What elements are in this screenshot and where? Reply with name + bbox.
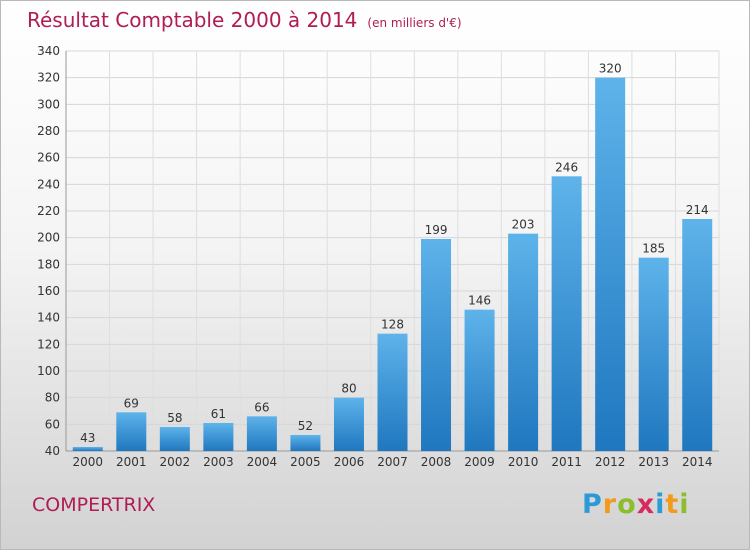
bar	[333, 397, 364, 451]
data-label: 128	[381, 318, 404, 332]
x-tick-label: 2005	[290, 455, 321, 469]
x-tick-label: 2014	[682, 455, 713, 469]
y-tick-label: 240	[37, 177, 60, 191]
data-label: 80	[341, 382, 356, 396]
y-tick-label: 280	[37, 124, 60, 138]
logo-letter: i	[655, 489, 666, 520]
bar	[682, 219, 713, 451]
x-tick-label: 2003	[203, 455, 234, 469]
data-label: 214	[686, 203, 709, 217]
bar	[290, 435, 321, 451]
x-tick-label: 2011	[551, 455, 582, 469]
x-tick-label: 2002	[160, 455, 191, 469]
data-label: 199	[425, 223, 448, 237]
bar	[246, 416, 277, 451]
data-label: 43	[80, 431, 95, 445]
bar	[464, 309, 495, 451]
y-tick-label: 200	[37, 231, 60, 245]
data-label: 52	[298, 419, 313, 433]
x-tick-label: 2004	[247, 455, 278, 469]
data-label: 246	[555, 160, 578, 174]
data-label: 66	[254, 400, 269, 414]
bar	[377, 333, 408, 451]
y-tick-label: 100	[37, 364, 60, 378]
y-tick-label: 160	[37, 284, 60, 298]
bar	[159, 427, 190, 451]
y-tick-label: 120	[37, 337, 60, 351]
data-label: 146	[468, 294, 491, 308]
bar	[203, 423, 234, 451]
logo-letter: i	[679, 489, 690, 520]
data-label: 320	[599, 62, 622, 76]
logo-letter: r	[602, 489, 618, 520]
y-tick-label: 140	[37, 311, 60, 325]
x-tick-label: 2012	[595, 455, 626, 469]
data-label: 58	[167, 411, 182, 425]
bar	[551, 176, 582, 452]
logo-letter: P	[582, 489, 603, 520]
label-layer: 40 60 80 100 120 140 160 180 200 220 240 260 280 300 3…	[37, 44, 712, 469]
x-tick-label: 2006	[334, 455, 365, 469]
y-tick-label: 320	[37, 71, 60, 85]
bar	[421, 239, 452, 451]
data-label: 185	[642, 242, 665, 256]
town-name: COMPERTRIX	[32, 494, 156, 516]
bar	[638, 257, 669, 451]
y-tick-label: 260	[37, 151, 60, 165]
y-tick-label: 300	[37, 97, 60, 111]
y-tick-label: 220	[37, 204, 60, 218]
x-tick-label: 2010	[508, 455, 539, 469]
y-tick-label: 340	[37, 44, 60, 58]
x-tick-label: 2009	[464, 455, 495, 469]
data-label: 69	[124, 396, 139, 410]
x-tick-label: 2000	[72, 455, 103, 469]
x-tick-label: 2013	[638, 455, 669, 469]
bar	[595, 77, 626, 452]
bar	[116, 412, 147, 451]
y-tick-label: 40	[45, 444, 60, 458]
y-tick-label: 180	[37, 257, 60, 271]
x-tick-label: 2007	[377, 455, 408, 469]
chart-title: Résultat Comptable 2000 à 2014	[27, 8, 358, 32]
y-tick-label: 80	[45, 391, 60, 405]
logo-letter: x	[636, 489, 656, 520]
bar	[508, 233, 539, 451]
data-label: 203	[512, 218, 535, 232]
y-tick-label: 60	[45, 417, 60, 431]
proxiti-logo: Proxiti	[582, 489, 690, 520]
logo-letter: t	[665, 489, 680, 520]
title-row: Résultat Comptable 2000 à 2014 (en millie…	[27, 8, 462, 32]
x-tick-label: 2008	[421, 455, 452, 469]
bar	[72, 447, 103, 451]
x-tick-label: 2001	[116, 455, 147, 469]
logo-letter: o	[617, 489, 637, 520]
data-label: 61	[211, 407, 226, 421]
bar-layer	[72, 77, 713, 452]
chart-subtitle: (en milliers d'€)	[367, 16, 462, 30]
